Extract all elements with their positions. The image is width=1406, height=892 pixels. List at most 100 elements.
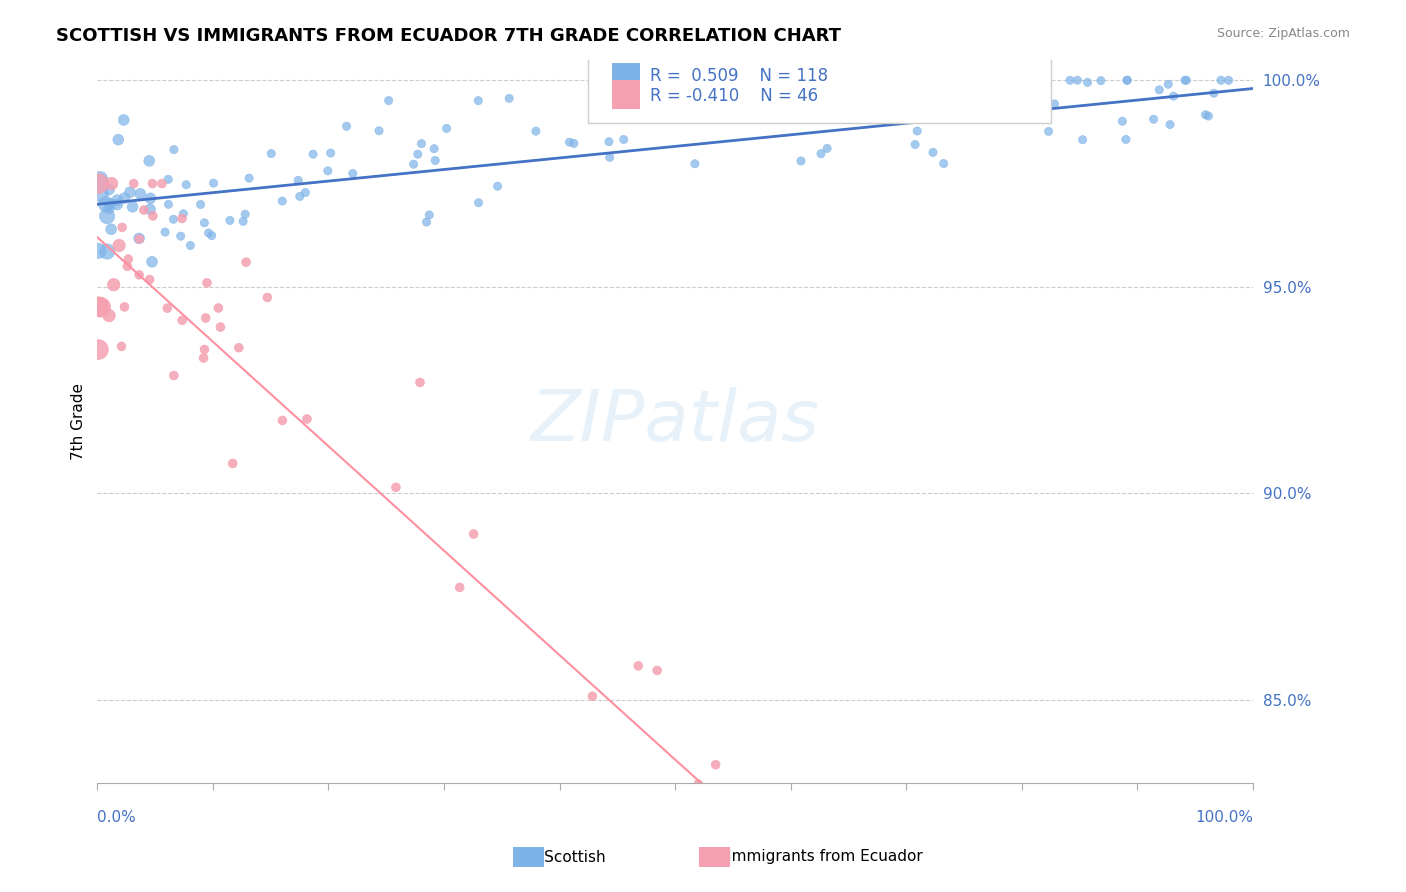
Point: [1174, 73, 1197, 87]
Point: [162, 212, 184, 227]
Text: Source: ZipAtlas.com: Source: ZipAtlas.com: [1216, 27, 1350, 40]
Point: [87, 343, 110, 357]
Point: [94, 197, 117, 211]
Point: [342, 167, 364, 181]
Point: [295, 412, 318, 426]
Point: [1194, 108, 1216, 122]
Point: [1202, 86, 1225, 100]
Point: [486, 179, 509, 194]
Point: [436, 121, 458, 136]
Point: [302, 147, 325, 161]
Point: [271, 413, 294, 427]
Point: [683, 157, 706, 171]
Point: [132, 202, 155, 217]
Point: [287, 173, 309, 187]
Point: [981, 88, 1004, 103]
Point: [141, 254, 163, 268]
Text: R =  0.509    N = 118: R = 0.509 N = 118: [650, 67, 828, 86]
Point: [90, 300, 112, 314]
Point: [139, 202, 162, 217]
Point: [917, 96, 939, 111]
Point: [467, 94, 489, 108]
Point: [974, 100, 997, 114]
Point: [598, 135, 620, 149]
Point: [960, 87, 983, 101]
Point: [922, 145, 945, 160]
Point: [87, 300, 110, 314]
Point: [209, 320, 232, 334]
Point: [1010, 101, 1032, 115]
Point: [219, 213, 242, 227]
Text: □  Scottish: □ Scottish: [520, 849, 606, 863]
Point: [316, 164, 339, 178]
Text: 0.0%: 0.0%: [97, 811, 136, 825]
Point: [704, 757, 727, 772]
Point: [256, 290, 278, 304]
Point: [222, 457, 245, 471]
Point: [409, 376, 432, 390]
Point: [111, 220, 134, 235]
Point: [97, 202, 120, 216]
Point: [170, 211, 193, 226]
Point: [581, 689, 603, 703]
Point: [406, 147, 429, 161]
Point: [645, 664, 668, 678]
Point: [1163, 89, 1185, 103]
Y-axis label: 7th Grade: 7th Grade: [72, 383, 86, 459]
Point: [995, 87, 1018, 102]
Point: [1218, 73, 1240, 87]
Point: [157, 172, 180, 186]
Point: [170, 229, 193, 244]
Point: [1059, 73, 1081, 87]
Point: [197, 226, 219, 240]
Point: [100, 177, 122, 191]
FancyBboxPatch shape: [589, 47, 1050, 123]
Point: [1111, 114, 1133, 128]
Point: [613, 132, 636, 146]
Point: [207, 301, 229, 315]
Point: [1116, 73, 1139, 87]
Point: [195, 276, 218, 290]
Point: [153, 225, 176, 239]
Point: [233, 207, 256, 221]
Point: [96, 209, 118, 223]
Point: [411, 136, 433, 151]
Point: [1008, 73, 1031, 87]
Point: [335, 120, 357, 134]
Point: [1157, 77, 1180, 91]
Point: [1209, 73, 1232, 87]
Point: [1071, 133, 1094, 147]
Point: [1090, 73, 1112, 87]
FancyBboxPatch shape: [612, 63, 641, 92]
Text: SCOTTISH VS IMMIGRANTS FROM ECUADOR 7TH GRADE CORRELATION CHART: SCOTTISH VS IMMIGRANTS FROM ECUADOR 7TH …: [56, 27, 841, 45]
Point: [117, 252, 139, 266]
Point: [138, 272, 160, 286]
Point: [174, 178, 197, 192]
Point: [904, 137, 927, 152]
Point: [449, 580, 471, 594]
Point: [288, 189, 311, 203]
Point: [415, 215, 437, 229]
Point: [1066, 73, 1088, 87]
Text: 100.0%: 100.0%: [1195, 811, 1253, 825]
Text: R = -0.410    N = 46: R = -0.410 N = 46: [650, 87, 818, 104]
Point: [769, 110, 792, 124]
Point: [1002, 89, 1025, 103]
Point: [163, 368, 186, 383]
Point: [1115, 132, 1137, 146]
Point: [228, 341, 250, 355]
Point: [117, 260, 139, 274]
Point: [122, 177, 145, 191]
Point: [128, 268, 150, 282]
Point: [1116, 73, 1139, 87]
Point: [238, 171, 260, 186]
Point: [110, 339, 132, 353]
Point: [319, 146, 342, 161]
Point: [163, 143, 186, 157]
Point: [98, 309, 121, 323]
Point: [172, 207, 194, 221]
Point: [1197, 109, 1219, 123]
Point: [179, 238, 201, 252]
Point: [1043, 97, 1066, 112]
Point: [599, 150, 621, 164]
